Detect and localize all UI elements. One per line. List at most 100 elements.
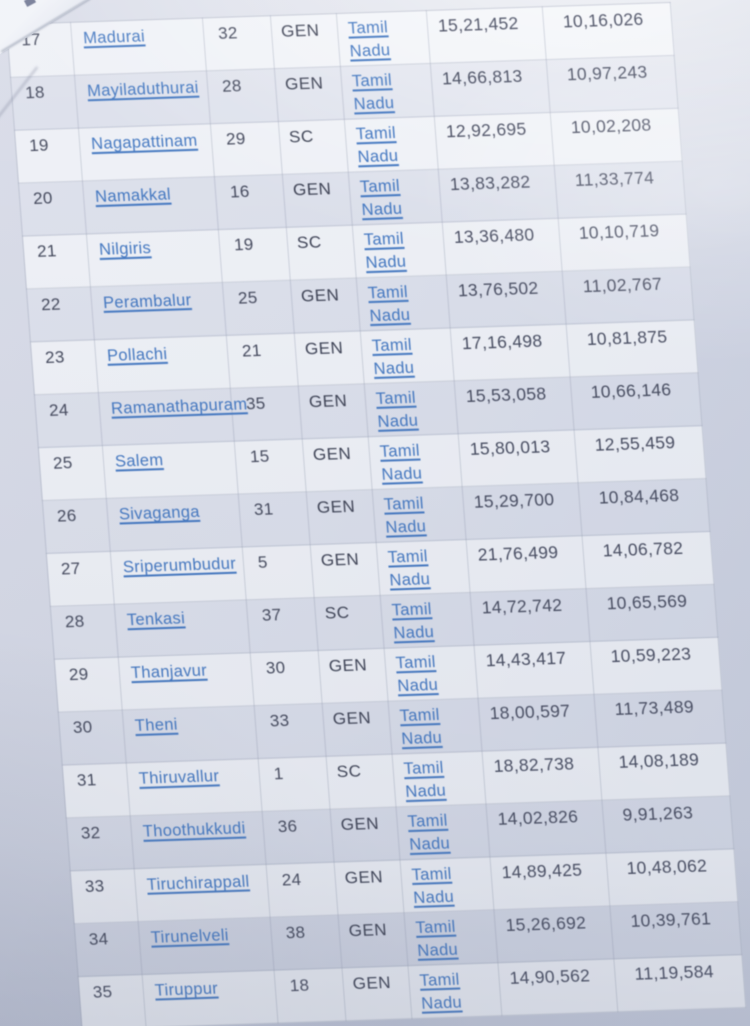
state-cell: Tamil Nadu <box>360 327 455 384</box>
serial-cell: 27 <box>46 551 115 607</box>
constituency-number-cell: 19 <box>218 227 291 283</box>
state-link[interactable]: Tamil Nadu <box>414 917 459 960</box>
votes-cell: 11,02,767 <box>562 266 695 325</box>
electors-cell: 15,21,452 <box>426 6 547 64</box>
category-cell: GEN <box>318 648 389 704</box>
serial-cell: 18 <box>10 75 79 131</box>
constituency-link[interactable]: Thoothukkudi <box>142 819 247 841</box>
constituency-link[interactable]: Mayiladuthurai <box>86 78 200 101</box>
constituency-cell: Mayiladuthurai <box>74 70 211 129</box>
constituency-link[interactable]: Thanjavur <box>130 661 208 683</box>
votes-cell: 10,66,146 <box>570 372 702 430</box>
table-body: 17 Madurai 32 GEN Tamil Nadu 15,21,452 10,16,0… <box>6 2 746 1026</box>
category-cell: GEN <box>294 330 365 387</box>
state-link[interactable]: Tamil Nadu <box>367 282 411 326</box>
constituency-number-cell: 16 <box>214 174 287 230</box>
electors-cell: 15,26,692 <box>493 905 614 963</box>
category-cell: GEN <box>282 172 353 228</box>
votes-cell: 11,19,584 <box>613 954 746 1012</box>
serial-cell: 23 <box>30 339 99 395</box>
constituency-link[interactable]: Tenkasi <box>126 609 186 630</box>
constituency-number-cell: 30 <box>250 650 323 706</box>
votes-cell: 10,84,468 <box>578 478 710 536</box>
constituency-link[interactable]: Tirunelveli <box>150 926 230 947</box>
state-link[interactable]: Tamil Nadu <box>418 970 463 1013</box>
state-cell: Tamil Nadu <box>396 804 490 860</box>
state-link[interactable]: Tamil Nadu <box>359 177 403 220</box>
votes-cell: 10,48,062 <box>605 848 738 906</box>
constituency-link[interactable]: Salem <box>114 451 164 471</box>
state-cell: Tamil Nadu <box>392 751 486 807</box>
constituency-number-cell: 1 <box>258 756 331 812</box>
serial-cell: 22 <box>26 286 95 342</box>
constituency-link[interactable]: Sivaganga <box>118 502 201 524</box>
constituency-link[interactable]: Theni <box>134 715 179 736</box>
votes-cell: 14,08,189 <box>597 743 730 801</box>
votes-cell: 10,97,243 <box>546 55 679 113</box>
state-link[interactable]: Tamil Nadu <box>379 441 423 484</box>
state-cell: Tamil Nadu <box>356 275 451 331</box>
constituency-link[interactable]: Nagapattinam <box>90 131 199 154</box>
constituency-number-cell: 33 <box>254 703 327 759</box>
constituency-cell: Ramanathapuram <box>98 388 248 446</box>
serial-cell: 21 <box>22 233 91 289</box>
state-link[interactable]: Tamil Nadu <box>387 547 431 590</box>
state-link[interactable]: Tamil Nadu <box>347 18 392 61</box>
electors-cell: 17,16,498 <box>450 324 571 381</box>
state-link[interactable]: Tamil Nadu <box>375 388 419 431</box>
electors-cell: 12,92,695 <box>434 112 555 170</box>
constituency-link[interactable]: Tiruppur <box>154 979 219 1000</box>
state-cell: Tamil Nadu <box>376 539 471 596</box>
constituency-link[interactable]: Thiruvallur <box>138 767 220 788</box>
constituency-link[interactable]: Ramanathapuram <box>110 395 248 418</box>
serial-cell: 28 <box>50 604 119 660</box>
constituency-link[interactable]: Pollachi <box>106 344 168 365</box>
state-link[interactable]: Tamil Nadu <box>395 653 439 696</box>
electors-cell: 14,72,742 <box>470 588 590 646</box>
state-cell: Tamil Nadu <box>399 856 494 913</box>
votes-cell: 10,16,026 <box>542 2 675 60</box>
state-link[interactable]: Tamil Nadu <box>406 811 451 855</box>
state-link[interactable]: Tamil Nadu <box>399 706 443 749</box>
constituency-cell: Tirunelveli <box>138 917 275 975</box>
constituency-link[interactable]: Perambalur <box>102 291 193 312</box>
category-cell: GEN <box>274 66 345 122</box>
votes-cell: 14,06,782 <box>582 531 714 589</box>
serial-cell: 20 <box>18 181 87 237</box>
state-link[interactable]: Tamil Nadu <box>383 494 427 537</box>
state-link[interactable]: Tamil Nadu <box>391 600 435 643</box>
state-link[interactable]: Tamil Nadu <box>351 71 396 114</box>
constituency-link[interactable]: Sriperumbudur <box>122 554 237 577</box>
votes-cell: 11,73,489 <box>593 690 726 748</box>
constituency-number-cell: 37 <box>246 597 319 653</box>
constituency-cell: Salem <box>102 441 239 499</box>
constituency-number-cell: 24 <box>266 862 339 918</box>
constituency-cell: Pollachi <box>94 335 231 393</box>
state-link[interactable]: Tamil Nadu <box>403 758 447 802</box>
electors-cell: 15,29,700 <box>462 482 583 540</box>
constituency-link[interactable]: Madurai <box>82 27 146 48</box>
category-cell: GEN <box>338 912 408 968</box>
category-cell: SC <box>286 225 357 281</box>
constituency-number-cell: 36 <box>262 809 335 865</box>
state-link[interactable]: Tamil Nadu <box>371 335 415 378</box>
state-link[interactable]: Tamil Nadu <box>363 229 407 273</box>
category-cell: SC <box>326 754 397 810</box>
constituency-cell: Theni <box>122 705 259 763</box>
state-cell: Tamil Nadu <box>407 962 502 1019</box>
constituency-number-cell: 32 <box>202 15 275 71</box>
constituency-link[interactable]: Namakkal <box>94 185 172 207</box>
serial-cell: 30 <box>58 710 127 766</box>
state-link[interactable]: Tamil Nadu <box>410 864 455 907</box>
constituency-number-cell: 25 <box>222 280 295 336</box>
constituency-cell: Thanjavur <box>118 652 255 711</box>
serial-cell: 35 <box>78 974 147 1026</box>
state-link[interactable]: Tamil Nadu <box>355 124 400 167</box>
category-cell: SC <box>278 119 349 175</box>
category-cell: GEN <box>290 278 361 334</box>
category-cell: GEN <box>330 806 400 863</box>
constituency-link[interactable]: Nilgiris <box>98 239 152 260</box>
serial-cell: 26 <box>42 498 111 554</box>
constituency-link[interactable]: Tiruchirappall <box>146 872 251 894</box>
